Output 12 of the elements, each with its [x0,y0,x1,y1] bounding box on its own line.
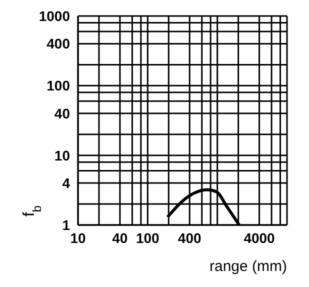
y-tick-label: 10 [54,147,70,164]
y-tick-label: 1000 [38,8,70,24]
x-tick-label: 4000 [244,230,276,246]
x-tick-label: 100 [136,230,160,246]
y-tick-label: 100 [46,78,70,94]
y-tick-label: 40 [54,105,70,122]
x-axis-title: range (mm) [209,258,287,275]
x-tick-label: 40 [112,230,128,246]
x-tick-label: 400 [178,230,202,246]
y-tick-label: 1 [62,216,70,233]
y-tick-label: 4 [62,175,70,192]
y-tick-label: 400 [46,36,70,52]
